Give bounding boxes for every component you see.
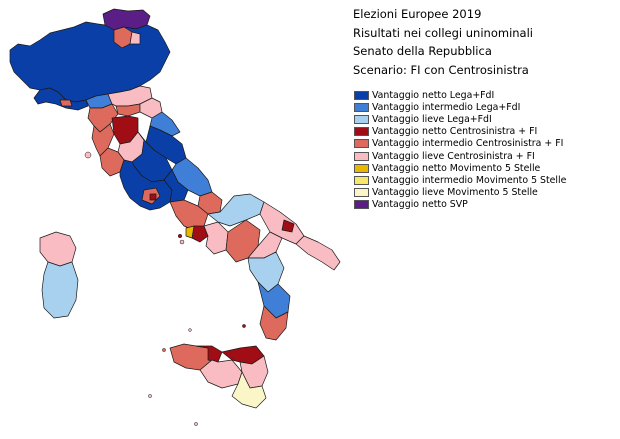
region-calabria-s <box>259 305 289 341</box>
legend-swatch <box>354 188 369 198</box>
legend-label: Vantaggio intermedio Movimento 5 Stelle <box>372 174 567 186</box>
region-salento <box>295 235 341 271</box>
region-bari-city <box>281 219 295 233</box>
legend-item: Vantaggio lieve Lega+FdI <box>354 113 566 125</box>
island-elba <box>84 151 92 159</box>
region-naples-m5s <box>185 225 195 239</box>
region-lazio <box>119 159 173 211</box>
legend-item: Vantaggio netto SVP <box>354 199 566 211</box>
title-line-2: Risultati nei collegi uninominali <box>353 25 533 40</box>
legend-item: Vantaggio intermedio Movimento 5 Stelle <box>354 174 566 186</box>
region-bologna <box>115 103 141 117</box>
title-line-3: Senato della Repubblica <box>353 44 492 58</box>
legend-swatch <box>354 139 369 149</box>
legend-label: Vantaggio lieve Lega+FdI <box>372 113 492 125</box>
region-sardinia-south <box>41 261 79 319</box>
legend-item: Vantaggio netto Lega+FdI <box>354 89 566 101</box>
legend-item: Vantaggio lieve Movimento 5 Stelle <box>354 187 566 199</box>
island-egadi <box>162 348 166 352</box>
region-genova <box>59 99 73 107</box>
title-line-4: Scenario: FI con Centrosinistra <box>353 62 529 77</box>
island-ischia <box>177 233 183 239</box>
title-line-1: Elezioni Europee 2019 <box>353 7 482 21</box>
region-campania-south <box>203 221 229 255</box>
legend-swatch <box>354 102 369 112</box>
legend-label: Vantaggio netto Lega+FdI <box>372 89 495 101</box>
region-liguria <box>33 87 89 111</box>
island-eolie <box>242 324 246 328</box>
legend-label: Vantaggio lieve Movimento 5 Stelle <box>372 187 538 199</box>
legend: Vantaggio netto Lega+FdI Vantaggio inter… <box>354 89 566 211</box>
legend-label: Vantaggio intermedio Centrosinistra + FI <box>372 138 564 150</box>
island-lampedusa <box>194 422 198 426</box>
island-capri <box>179 239 185 245</box>
legend-item: Vantaggio lieve Centrosinistra + FI <box>354 150 566 162</box>
legend-swatch <box>354 90 369 100</box>
island-ustica <box>188 328 192 332</box>
region-bolzano-city <box>129 31 141 45</box>
region-basilicata <box>225 219 261 263</box>
legend-swatch <box>354 114 369 124</box>
legend-swatch <box>354 175 369 185</box>
region-sardinia-north <box>39 231 77 267</box>
legend-label: Vantaggio intermedio Lega+FdI <box>372 101 521 113</box>
legend-item: Vantaggio intermedio Lega+FdI <box>354 101 566 113</box>
legend-label: Vantaggio lieve Centrosinistra + FI <box>372 150 535 162</box>
legend-item: Vantaggio intermedio Centrosinistra + FI <box>354 138 566 150</box>
legend-label: Vantaggio netto SVP <box>372 199 468 211</box>
legend-label: Vantaggio netto Movimento 5 Stelle <box>372 162 541 174</box>
legend-swatch <box>354 163 369 173</box>
legend-swatch <box>354 151 369 161</box>
map-title-block: Elezioni Europee 2019 Risultati nei coll… <box>353 5 533 79</box>
legend-swatch <box>354 127 369 137</box>
region-siracusa <box>231 371 267 409</box>
legend-item: Vantaggio netto Movimento 5 Stelle <box>354 162 566 174</box>
region-rome-center <box>149 193 157 201</box>
legend-item: Vantaggio netto Centrosinistra + FI <box>354 126 566 138</box>
legend-label: Vantaggio netto Centrosinistra + FI <box>372 126 538 138</box>
legend-swatch <box>354 200 369 210</box>
island-pantelleria <box>148 394 152 398</box>
